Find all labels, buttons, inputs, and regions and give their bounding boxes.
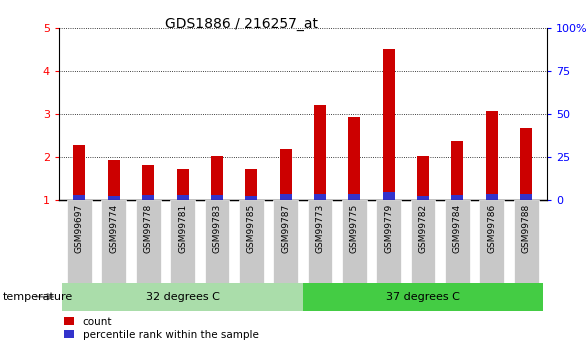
FancyBboxPatch shape [101,200,126,283]
FancyBboxPatch shape [205,200,229,283]
Text: temperature: temperature [3,292,73,302]
Bar [245,169,258,200]
Text: GSM99781: GSM99781 [178,204,187,254]
FancyBboxPatch shape [67,200,92,283]
Text: GSM99788: GSM99788 [522,204,531,254]
Bar [108,196,120,200]
Bar [108,160,120,200]
Bar [314,105,326,200]
Bar [383,49,395,200]
Text: GSM99779: GSM99779 [384,204,393,254]
Bar [520,195,532,200]
Bar [176,169,189,200]
Text: 32 degrees C: 32 degrees C [146,292,219,302]
Bar [417,196,429,200]
Text: GSM99782: GSM99782 [419,204,427,253]
FancyBboxPatch shape [273,200,298,283]
Text: GSM99775: GSM99775 [350,204,359,254]
Legend: count, percentile rank within the sample: count, percentile rank within the sample [64,317,259,340]
Bar [142,165,154,200]
FancyBboxPatch shape [514,200,539,283]
FancyBboxPatch shape [342,200,367,283]
FancyBboxPatch shape [479,200,505,283]
FancyBboxPatch shape [136,200,161,283]
FancyBboxPatch shape [445,200,470,283]
FancyBboxPatch shape [376,200,401,283]
Bar [452,195,463,200]
Bar [142,195,154,200]
Text: GSM99783: GSM99783 [212,204,222,254]
Text: 37 degrees C: 37 degrees C [386,292,460,302]
Bar [280,194,292,200]
FancyBboxPatch shape [62,283,303,310]
Text: GSM99773: GSM99773 [316,204,325,254]
Text: GDS1886 / 216257_at: GDS1886 / 216257_at [165,17,318,31]
Bar [383,193,395,200]
Bar [520,128,532,200]
FancyBboxPatch shape [308,200,332,283]
Bar [486,195,498,200]
Bar [74,195,85,200]
Text: GSM99774: GSM99774 [109,204,118,253]
Bar [314,194,326,200]
Bar [486,111,498,200]
Text: GSM99787: GSM99787 [281,204,290,254]
Bar [417,156,429,200]
FancyBboxPatch shape [411,200,436,283]
FancyBboxPatch shape [170,200,195,283]
Bar [176,195,189,200]
Text: GSM99784: GSM99784 [453,204,462,253]
Text: GSM99778: GSM99778 [143,204,153,254]
Text: GSM99697: GSM99697 [75,204,84,254]
FancyBboxPatch shape [239,200,263,283]
Text: GSM99786: GSM99786 [487,204,496,254]
Bar [452,141,463,200]
Bar [211,195,223,200]
FancyBboxPatch shape [303,283,543,310]
Bar [211,156,223,200]
Bar [348,195,360,200]
Bar [245,196,258,200]
Bar [74,145,85,200]
Text: GSM99785: GSM99785 [247,204,256,254]
Bar [280,149,292,200]
Bar [348,117,360,200]
